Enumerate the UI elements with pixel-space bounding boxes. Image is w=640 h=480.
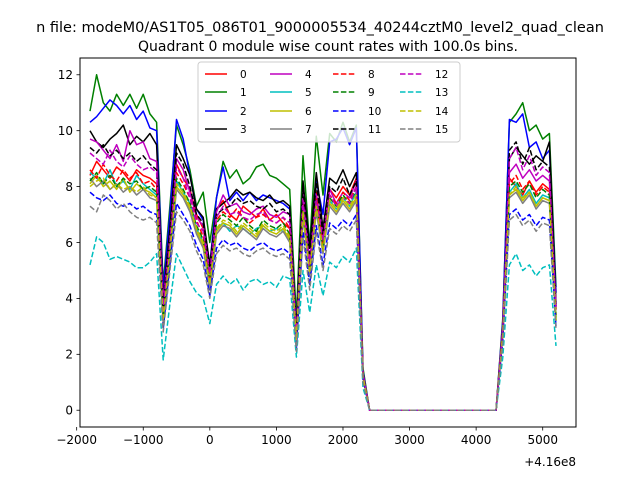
legend-label-6: 6 <box>305 106 312 118</box>
legend-label-14: 14 <box>435 106 449 118</box>
legend-label-9: 9 <box>368 87 375 99</box>
legend-label-10: 10 <box>368 106 381 118</box>
y-tick-label: 4 <box>65 292 73 306</box>
x-tick-label: −1000 <box>123 433 164 447</box>
plot-area <box>79 57 577 428</box>
figure-suptitle: n file: modeM0/AS1T05_086T01_9000005534_… <box>36 20 604 36</box>
series-line-15 <box>89 194 557 411</box>
legend-box <box>197 61 461 143</box>
x-tick-label: −2000 <box>56 433 97 447</box>
y-tick-label: 0 <box>65 404 73 418</box>
legend-label-3: 3 <box>240 124 247 136</box>
legend-label-15: 15 <box>435 124 448 136</box>
y-tick-label: 8 <box>65 180 73 194</box>
legend-label-8: 8 <box>368 69 375 81</box>
x-tick-label: 1000 <box>261 433 292 447</box>
x-axis-offset-label: +4.16e8 <box>524 455 576 469</box>
chart-title: Quadrant 0 module wise count rates with … <box>138 39 518 55</box>
y-tick-label: 2 <box>65 348 73 362</box>
legend-label-2: 2 <box>240 106 247 118</box>
legend-label-11: 11 <box>368 124 381 136</box>
series-line-11 <box>89 141 557 411</box>
y-tick-label: 6 <box>65 236 73 250</box>
y-tick-label: 10 <box>58 124 73 138</box>
y-axis: 0 2 4 6 8 10 12 <box>58 68 80 418</box>
legend-label-1: 1 <box>240 87 247 99</box>
legend-label-4: 4 <box>305 69 312 81</box>
x-tick-label: 2000 <box>328 433 359 447</box>
x-tick-label: 5000 <box>527 433 558 447</box>
legend-label-5: 5 <box>305 87 312 99</box>
series-layer <box>89 74 557 411</box>
x-tick-label: 0 <box>206 433 214 447</box>
x-axis: −2000 −1000 0 1000 2000 3000 4000 5000 <box>56 427 558 447</box>
y-tick-label: 12 <box>58 68 73 82</box>
legend-label-7: 7 <box>305 124 312 136</box>
legend-label-12: 12 <box>435 69 448 81</box>
x-tick-label: 3000 <box>394 433 425 447</box>
legend-label-13: 13 <box>435 87 448 99</box>
series-line-12 <box>89 146 557 411</box>
legend-label-0: 0 <box>240 69 247 81</box>
x-tick-label: 4000 <box>461 433 492 447</box>
